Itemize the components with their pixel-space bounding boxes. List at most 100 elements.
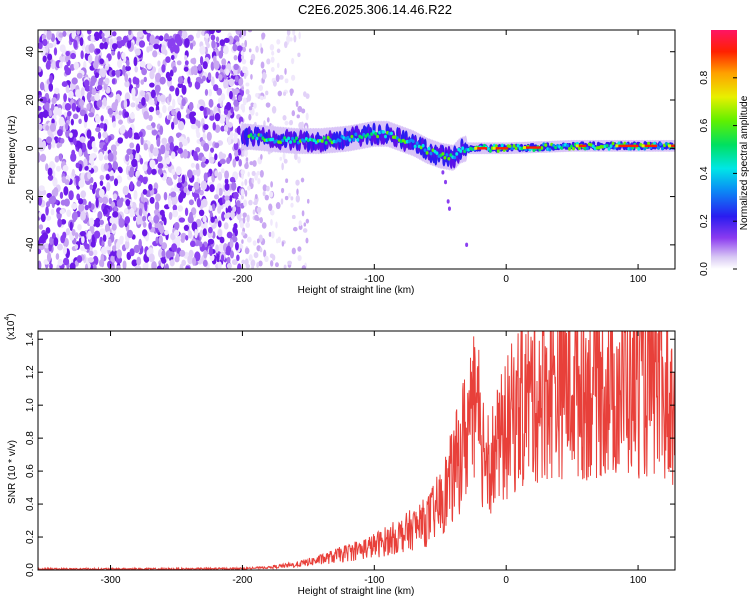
noise-blob [224, 178, 229, 185]
noise-blob [251, 264, 255, 269]
noise-blob [107, 152, 114, 162]
noise-blob [46, 252, 52, 263]
noise-blob [74, 244, 79, 250]
noise-blob [126, 148, 133, 155]
noise-blob [185, 235, 189, 241]
noise-blob [305, 237, 309, 244]
noise-blob [105, 57, 109, 67]
noise-blob [202, 75, 206, 82]
noise-blob [54, 155, 60, 163]
signal-peak [540, 146, 544, 150]
noise-blob [163, 217, 167, 226]
noise-blob [92, 263, 97, 269]
noise-blob [275, 74, 280, 83]
noise-blob [75, 89, 81, 98]
noise-blob [102, 144, 108, 152]
noise-blob [38, 105, 42, 112]
noise-blob [291, 74, 296, 81]
noise-blob [84, 165, 89, 171]
noise-blob [268, 231, 272, 237]
noise-blob [217, 220, 222, 228]
signal-peak [366, 133, 370, 137]
signal-peak [326, 135, 330, 140]
signal-peak [443, 155, 447, 160]
noise-blob [175, 166, 182, 176]
noise-blob [45, 43, 49, 54]
signal-peak [253, 133, 257, 138]
noise-blob [230, 210, 235, 220]
noise-blob [234, 150, 239, 157]
noise-blob [89, 217, 95, 227]
signal-peak [486, 147, 490, 151]
signal-peak [445, 153, 449, 157]
noise-blob [183, 186, 188, 193]
noise-blob [204, 221, 208, 230]
noise-blob [154, 201, 160, 211]
noise-blob [295, 195, 300, 203]
signal-peak [395, 136, 399, 140]
signal-peak [348, 138, 352, 142]
signal-hotspot-edge [474, 146, 478, 150]
noise-blob [44, 83, 49, 93]
noise-blob [223, 45, 229, 55]
noise-blob [124, 216, 131, 225]
noise-blob [71, 228, 76, 237]
noise-blob [136, 215, 142, 225]
noise-blob [298, 121, 303, 129]
tail-blob [447, 206, 451, 211]
noise-blob [125, 199, 131, 207]
noise-blob [269, 44, 275, 51]
noise-blob [179, 263, 184, 269]
noise-blob [123, 99, 128, 109]
noise-blob [247, 185, 251, 191]
noise-blob [281, 241, 285, 247]
signal-peak [384, 134, 388, 139]
noise-blob [104, 223, 111, 233]
noise-blob [159, 76, 166, 85]
snr-scale-exp: 4 [4, 317, 11, 321]
signal-peak [660, 146, 664, 151]
noise-blob [38, 117, 41, 124]
noise-blob [191, 186, 196, 193]
noise-blob [181, 84, 187, 95]
signal-peak [291, 136, 295, 141]
snr-x-axis: -300 -200 -100 0 100 [101, 331, 647, 586]
noise-blob [117, 137, 123, 144]
noise-blob [208, 98, 214, 108]
noise-blob [217, 261, 222, 269]
noise-blob [111, 245, 117, 252]
noise-blob [57, 243, 64, 251]
noise-blob [269, 260, 274, 267]
signal-peak [259, 133, 263, 137]
snr-ytick-label: 1.0 [25, 398, 36, 412]
noise-blob [91, 140, 96, 149]
noise-blob [210, 61, 215, 71]
signal-peak [421, 143, 425, 148]
tail-blob [446, 199, 450, 204]
signal-peak [283, 136, 287, 140]
noise-blob [83, 158, 88, 167]
noise-blob [38, 260, 42, 269]
noise-blob [38, 111, 46, 118]
noise-blob [296, 188, 299, 196]
noise-blob [46, 60, 51, 66]
noise-blob [268, 203, 273, 211]
noise-blob [152, 147, 159, 157]
noise-blob [297, 246, 302, 252]
noise-blob [135, 77, 140, 85]
noise-blob [305, 112, 309, 121]
noise-blob [293, 35, 297, 43]
noise-blob [160, 44, 166, 55]
noise-blob [126, 40, 132, 49]
noise-blob [187, 76, 191, 85]
signal-peak [611, 141, 615, 146]
noise-blob [184, 55, 188, 61]
noise-blob [169, 69, 174, 77]
noise-blob [199, 45, 206, 55]
noise-blob [241, 171, 244, 180]
noise-blob [119, 197, 124, 203]
noise-blob [89, 136, 95, 143]
noise-blob [111, 102, 118, 112]
noise-blob [243, 30, 247, 37]
colorbar-tick-label: 0.0 [699, 262, 710, 276]
